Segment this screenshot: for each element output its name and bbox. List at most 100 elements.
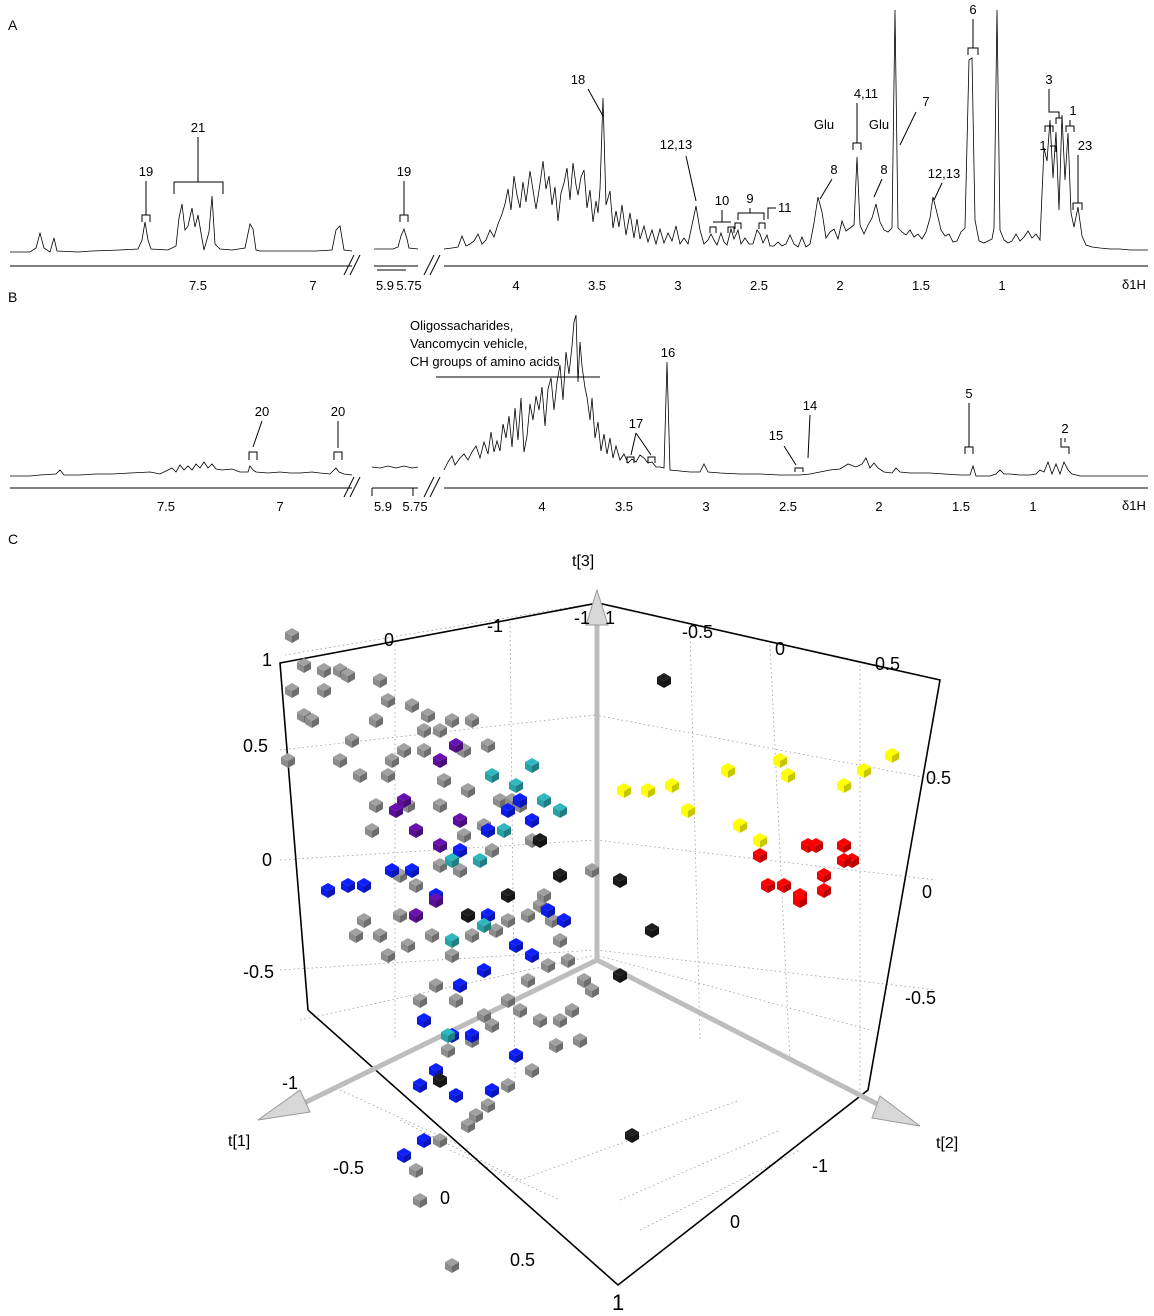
region-label-line3: CH groups of amino acids [410, 354, 560, 369]
scatter-point [761, 878, 775, 893]
tick-label: 0 [440, 1188, 450, 1208]
scatter-point [409, 1163, 423, 1178]
scatter-point [525, 1063, 539, 1078]
panel-b-letter: B [8, 289, 17, 305]
peak-marker [587, 88, 604, 117]
tick-label: 3.5 [588, 278, 606, 293]
scatter-point [617, 783, 631, 798]
scatter-point [433, 753, 447, 768]
scatter-point [485, 1018, 499, 1033]
tick-label: 5.75 [396, 278, 421, 293]
scatter-point [817, 883, 831, 898]
scatter-point [481, 738, 495, 753]
scatter-point [537, 793, 551, 808]
tick-label: -0.5 [905, 988, 936, 1008]
plot-frame [279, 602, 941, 1287]
panel-c-letter: C [8, 531, 18, 547]
tick-label: 1.5 [912, 278, 930, 293]
peak-label: 16 [661, 345, 675, 360]
scatter-point [429, 893, 443, 908]
scatter-point [297, 658, 311, 673]
scatter-point [341, 878, 355, 893]
scatter-point [657, 673, 671, 688]
scatter-point [417, 1133, 431, 1148]
scatter-point [773, 753, 787, 768]
peak-marker [852, 103, 862, 150]
panel-a-spectrum-aromatic [10, 195, 353, 253]
scatter-point [525, 813, 539, 828]
scatter-point [541, 903, 555, 918]
scatter-point [781, 768, 795, 783]
tick-label: -0.5 [682, 622, 713, 642]
peak-label: 19 [397, 164, 411, 179]
scatter-point [317, 683, 331, 698]
scatter-point [445, 948, 459, 963]
scatter-point [549, 1038, 563, 1053]
scatter-point [777, 878, 791, 893]
scatter-point [461, 783, 475, 798]
scatter-point [613, 968, 627, 983]
scatter-point [449, 993, 463, 1008]
tick-label: 5.75 [402, 499, 427, 514]
scatter-point [449, 1088, 463, 1103]
scatter-point [437, 773, 451, 788]
scatter-point [553, 933, 567, 948]
scatter-point [381, 693, 395, 708]
peak-marker [807, 414, 811, 459]
scatter-point [521, 973, 535, 988]
scatter-point [553, 803, 567, 818]
scatter-point [333, 753, 347, 768]
tick-label: 5.9 [376, 278, 394, 293]
scatter-point [501, 993, 515, 1008]
scatter-point [613, 873, 627, 888]
scatter-point [453, 978, 467, 993]
peak-label: 19 [139, 164, 153, 179]
scatter-point [837, 778, 851, 793]
scatter-point [509, 938, 523, 953]
scatter-points [281, 628, 899, 1273]
scatter-point [285, 683, 299, 698]
axis-t1-label: t[1] [228, 1133, 250, 1150]
scatter-point [409, 908, 423, 923]
peak-marker [819, 178, 833, 200]
axis-break [343, 476, 441, 498]
peak-label: 6 [969, 2, 976, 17]
scatter-point [665, 778, 679, 793]
scatter-point [429, 978, 443, 993]
scatter-point [285, 628, 299, 643]
region-label-line2: Vancomycin vehicle, [410, 336, 528, 351]
tick-label: 0 [262, 850, 272, 870]
tick-label: -0.5 [243, 962, 274, 982]
peak-marker [783, 445, 804, 472]
scatter-point [537, 888, 551, 903]
peak-marker [964, 403, 974, 454]
panel-c: C t[3] t[1] t[2] 0 -1 -1 1 -0.5 0 [8, 531, 958, 1315]
scatter-point [501, 1078, 515, 1093]
panel-b-spectrum-aliphatic [443, 314, 1148, 477]
scatter-point [453, 843, 467, 858]
scatter-point [465, 1028, 479, 1043]
scatter-point [561, 953, 575, 968]
scatter-point [417, 743, 431, 758]
scatter-point [345, 733, 359, 748]
tick-label: 0 [775, 639, 785, 659]
scatter-point [349, 928, 363, 943]
scatter-point [321, 883, 335, 898]
panel-a-letter: A [8, 17, 18, 33]
tick-label: -1 [812, 1156, 828, 1176]
tick-label: 0 [384, 630, 394, 650]
scatter-point [469, 1108, 483, 1123]
peak-marker [734, 208, 766, 229]
peak-label: 17 [629, 416, 643, 431]
scatter-point [681, 803, 695, 818]
scatter-point [453, 813, 467, 828]
scatter-point [417, 1013, 431, 1028]
scatter-point [485, 1083, 499, 1098]
scatter-point [641, 783, 655, 798]
scatter-point [477, 1008, 491, 1023]
region-label-line1: Oligossacharides, [410, 318, 513, 333]
tick-label: 0 [922, 882, 932, 902]
scatter-point [837, 853, 851, 868]
scatter-point [721, 763, 735, 778]
tick-label: 1 [998, 278, 1005, 293]
